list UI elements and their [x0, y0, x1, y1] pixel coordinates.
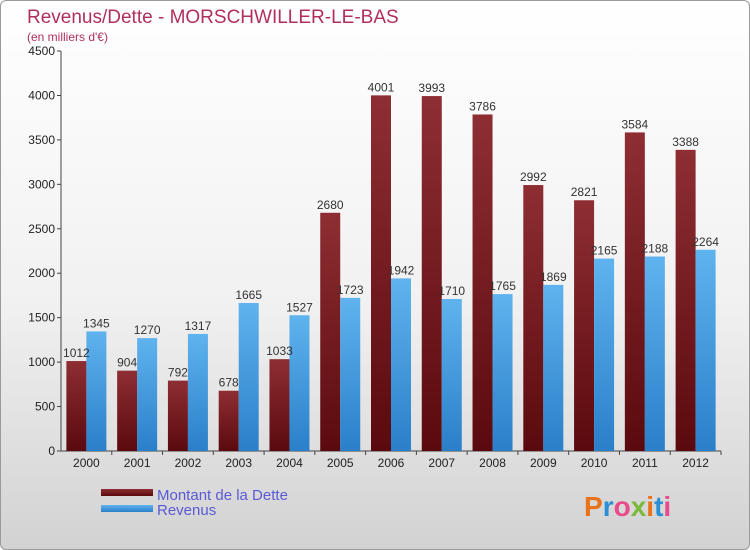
- y-tick-label: 4000: [28, 88, 55, 102]
- data-label: 1012: [63, 346, 90, 360]
- y-tick-label: 2000: [28, 266, 55, 280]
- bar-revenus: [492, 294, 513, 451]
- data-label: 1723: [337, 283, 364, 297]
- data-label: 3993: [418, 81, 445, 95]
- bar-revenus: [441, 299, 462, 451]
- data-label: 1527: [286, 300, 313, 314]
- data-label: 2264: [692, 235, 719, 249]
- y-tick-label: 1500: [28, 311, 55, 325]
- data-label: 3584: [621, 117, 648, 131]
- data-label: 1665: [235, 288, 262, 302]
- bar-revenus: [594, 258, 615, 451]
- chart-title: Revenus/Dette - MORSCHWILLER-LE-BAS: [27, 7, 399, 28]
- bar-revenus: [289, 315, 310, 451]
- x-tick-label: 2012: [682, 456, 709, 470]
- bar-debt: [472, 114, 493, 451]
- bar-debt: [320, 212, 341, 451]
- bar-debt: [523, 185, 544, 452]
- y-tick-label: 3000: [28, 177, 55, 191]
- x-tick-label: 2004: [276, 456, 303, 470]
- bar-revenus: [543, 284, 564, 451]
- bar-debt: [269, 359, 290, 451]
- data-label: 1765: [489, 279, 516, 293]
- x-tick-label: 2005: [327, 456, 354, 470]
- bar-debt: [371, 95, 391, 451]
- bar-debt: [421, 96, 442, 452]
- data-label: 904: [117, 356, 137, 370]
- data-label: 1033: [266, 344, 293, 358]
- data-label: 2992: [520, 170, 547, 184]
- legend-swatch-revenus: [101, 505, 153, 512]
- chart-subtitle: (en milliers d'€): [27, 30, 108, 44]
- data-label: 2821: [571, 185, 598, 199]
- data-label: 2680: [317, 198, 344, 212]
- data-label: 3388: [672, 135, 699, 149]
- bar-revenus: [644, 256, 665, 451]
- data-label: 2188: [641, 242, 668, 256]
- proxiti-logo: Proxiti: [584, 491, 671, 522]
- x-tick-label: 2010: [581, 456, 608, 470]
- bar-revenus: [86, 331, 107, 451]
- bar-debt: [167, 380, 188, 451]
- data-label: 1710: [438, 284, 465, 298]
- y-tick-label: 3500: [28, 133, 55, 147]
- bar-revenus: [187, 333, 208, 451]
- data-label: 1317: [185, 319, 212, 333]
- x-tick-label: 2000: [73, 456, 100, 470]
- data-label: 1270: [134, 323, 161, 337]
- x-tick-label: 2002: [175, 456, 202, 470]
- data-label: 3786: [469, 99, 496, 113]
- y-tick-label: 500: [35, 400, 55, 414]
- bar-revenus: [238, 303, 259, 451]
- bar-revenus: [391, 278, 411, 451]
- bar-revenus: [695, 249, 716, 451]
- x-tick-label: 2008: [479, 456, 506, 470]
- data-label: 4001: [368, 80, 395, 94]
- x-tick-label: 2007: [428, 456, 455, 470]
- y-tick-label: 2500: [28, 222, 55, 236]
- legend-swatch-debt: [101, 489, 153, 496]
- y-tick-label: 1000: [28, 355, 55, 369]
- bar-debt: [624, 132, 645, 451]
- data-label: 1942: [388, 263, 415, 277]
- bar-debt: [117, 370, 138, 451]
- data-label: 1869: [540, 270, 567, 284]
- y-tick-label: 4500: [28, 44, 55, 58]
- bar-debt: [66, 361, 87, 451]
- bar-debt: [218, 390, 239, 451]
- data-label: 1345: [83, 316, 110, 330]
- x-tick-label: 2006: [378, 456, 405, 470]
- x-tick-label: 2011: [632, 456, 658, 470]
- legend-label-debt: Montant de la Dette: [157, 487, 288, 504]
- legend: Montant de la Dette Revenus: [101, 487, 288, 519]
- bar-debt: [574, 200, 595, 451]
- x-tick-label: 2003: [225, 456, 252, 470]
- y-tick-label: 0: [48, 444, 55, 458]
- data-label: 2165: [591, 244, 618, 258]
- bar-revenus: [137, 338, 158, 451]
- bar-debt: [675, 149, 696, 451]
- x-tick-label: 2001: [124, 456, 151, 470]
- bar-revenus: [340, 297, 361, 451]
- data-label: 792: [168, 366, 188, 380]
- data-label: 678: [219, 376, 239, 390]
- legend-label-revenus: Revenus: [157, 502, 216, 519]
- x-tick-label: 2009: [530, 456, 557, 470]
